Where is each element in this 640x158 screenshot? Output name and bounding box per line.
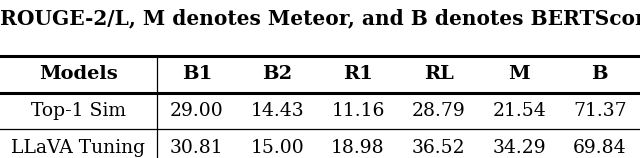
Text: B1: B1 [182, 65, 212, 83]
Text: RL: RL [424, 65, 454, 83]
Text: 18.98: 18.98 [332, 139, 385, 157]
Text: 15.00: 15.00 [251, 139, 305, 157]
Text: B2: B2 [262, 65, 292, 83]
Text: Models: Models [39, 65, 118, 83]
Text: R1: R1 [343, 65, 373, 83]
Text: 11.16: 11.16 [332, 102, 385, 120]
Text: 69.84: 69.84 [573, 139, 627, 157]
Text: 34.29: 34.29 [492, 139, 546, 157]
Text: Top-1 Sim: Top-1 Sim [31, 102, 126, 120]
Text: 28.79: 28.79 [412, 102, 465, 120]
Text: M: M [508, 65, 530, 83]
Text: B: B [591, 65, 608, 83]
Text: 14.43: 14.43 [251, 102, 304, 120]
Text: 29.00: 29.00 [170, 102, 224, 120]
Text: ROUGE-2/L, M denotes Meteor, and B denotes BERTScore.: ROUGE-2/L, M denotes Meteor, and B denot… [0, 8, 640, 28]
Text: 71.37: 71.37 [573, 102, 627, 120]
Text: 21.54: 21.54 [492, 102, 546, 120]
Text: 36.52: 36.52 [412, 139, 465, 157]
Text: LLaVA Tuning: LLaVA Tuning [12, 139, 145, 157]
Text: 30.81: 30.81 [170, 139, 224, 157]
